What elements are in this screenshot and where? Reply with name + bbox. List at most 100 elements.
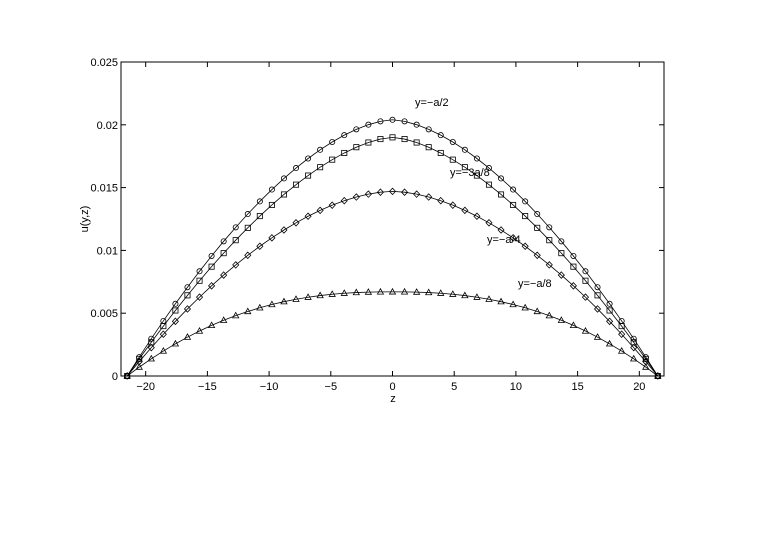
x-tick-label: 10 xyxy=(510,381,522,393)
series-3-marker xyxy=(232,311,240,319)
series-0-marker xyxy=(437,132,444,139)
series-1-marker xyxy=(220,250,227,257)
series-1-marker xyxy=(413,139,420,146)
series-2-marker xyxy=(581,293,590,301)
series-2-marker xyxy=(256,242,264,251)
series-2-marker xyxy=(521,242,529,251)
series-0-marker xyxy=(498,175,505,182)
axis-ticks: −20 −15 −10 −5 0 5 10 15 20 0 0.005 0.01 0.015 0.02 0.… xyxy=(90,57,664,393)
series-1-marker xyxy=(305,172,312,179)
x-tick-label: 15 xyxy=(571,381,583,393)
series-0-marker xyxy=(413,121,420,128)
series-3-marker xyxy=(642,363,650,370)
series-2-marker xyxy=(606,317,614,326)
series-1-marker xyxy=(293,181,300,188)
series-0-marker xyxy=(401,118,408,125)
series-3-marker xyxy=(509,300,517,308)
series-3-marker xyxy=(569,321,578,329)
series-3-marker xyxy=(473,293,481,300)
series-0-marker xyxy=(317,146,324,153)
series-0-marker xyxy=(389,116,396,123)
series-1-marker xyxy=(172,307,179,314)
series-3-marker xyxy=(244,307,252,315)
series-line-2 xyxy=(126,190,659,377)
series-3-marker xyxy=(352,288,360,296)
series-1-marker xyxy=(353,144,360,151)
series-0-marker xyxy=(293,165,300,172)
series-0-marker xyxy=(232,224,239,231)
series-0-marker xyxy=(558,238,565,245)
y-tick-label: 0.015 xyxy=(90,183,118,195)
y-tick-label: 0 xyxy=(112,371,118,383)
series-1-marker xyxy=(570,263,577,270)
series-3-marker xyxy=(268,300,276,308)
series-1-marker xyxy=(498,191,505,198)
x-axis-label: z xyxy=(390,393,396,405)
curves xyxy=(123,116,662,380)
series-0-marker xyxy=(184,284,191,291)
series-3-marker xyxy=(497,297,505,305)
series-1-marker xyxy=(449,156,456,163)
series-2-marker xyxy=(630,343,638,352)
series-0-marker xyxy=(365,121,372,128)
series-1-marker xyxy=(510,201,517,208)
series-0-marker xyxy=(522,198,529,205)
series-3-marker xyxy=(425,288,433,296)
series-2-marker xyxy=(533,251,541,260)
series-3-marker xyxy=(195,327,204,334)
series-3-marker xyxy=(388,287,397,295)
series-2-marker xyxy=(292,219,300,227)
series-2 xyxy=(123,187,662,380)
curve-label-y-a8: y=−a/8 xyxy=(518,278,552,290)
y-tick-label: 0.01 xyxy=(97,245,118,257)
series-1 xyxy=(124,134,661,379)
series-2-marker xyxy=(147,343,155,352)
series-0-marker xyxy=(341,132,348,139)
series-3-marker xyxy=(304,293,312,300)
x-tick-label: 5 xyxy=(451,381,457,393)
series-2-marker xyxy=(569,282,577,290)
series-1-marker xyxy=(365,139,372,146)
series-0-marker xyxy=(244,211,251,218)
series-3-marker xyxy=(617,347,626,354)
series-2-marker xyxy=(352,193,360,201)
series-2-marker xyxy=(316,206,324,215)
series-2-marker xyxy=(545,261,553,269)
series-0-marker xyxy=(196,268,203,275)
series-3-marker xyxy=(159,347,168,354)
series-3-marker xyxy=(328,290,336,297)
series-3-marker xyxy=(437,289,445,296)
series-2-marker xyxy=(376,188,384,196)
series-0-marker xyxy=(485,165,492,172)
series-3-marker xyxy=(630,354,638,362)
x-tick-label: −5 xyxy=(325,381,338,393)
series-0-marker xyxy=(425,126,432,133)
curve-label-y-a4: y=−a/4 xyxy=(487,234,521,246)
series-line-3 xyxy=(126,291,659,377)
series-3-marker xyxy=(219,316,228,323)
series-0-marker xyxy=(377,118,384,125)
series-0-marker xyxy=(449,139,456,146)
series-3-marker xyxy=(533,307,541,315)
series-0-marker xyxy=(329,139,336,146)
series-0-marker xyxy=(280,175,287,182)
series-3-marker xyxy=(461,291,469,299)
series-0-marker xyxy=(305,155,312,162)
series-2-marker xyxy=(171,317,179,326)
series-1-marker xyxy=(196,277,203,284)
series-2-marker xyxy=(268,234,276,242)
series-0-marker xyxy=(534,211,541,218)
series-1-marker xyxy=(618,323,625,330)
series-2-marker xyxy=(195,293,204,301)
series-2-marker xyxy=(497,226,505,234)
series-1-marker xyxy=(232,237,239,244)
series-0-marker xyxy=(220,238,227,245)
series-1-marker xyxy=(425,144,432,151)
series-1-marker xyxy=(280,191,287,198)
series-1-marker xyxy=(606,307,613,314)
series-3-marker xyxy=(292,295,300,302)
series-3-marker xyxy=(376,287,385,295)
series-0-marker xyxy=(582,268,589,275)
series-1-marker xyxy=(401,136,408,143)
series-0-marker xyxy=(546,224,553,231)
